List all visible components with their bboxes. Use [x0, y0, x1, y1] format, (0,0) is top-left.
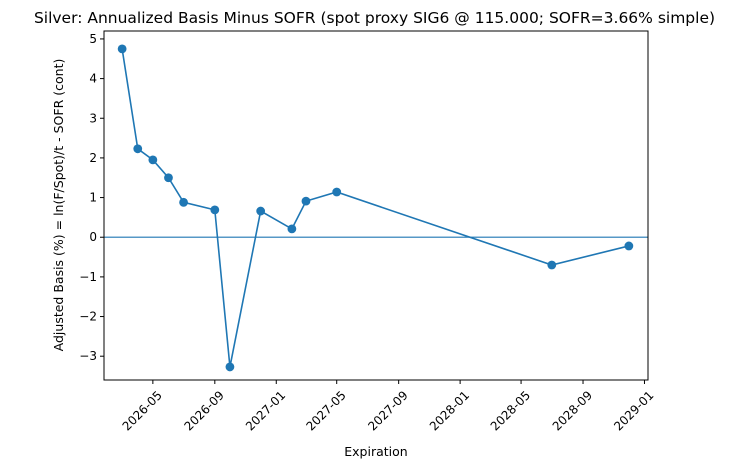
x-tick-label: 2028-09: [550, 388, 595, 433]
y-tick-label: −1: [79, 270, 97, 284]
y-axis-label: Adjusted Basis (%) = ln(F/Spot)/t - SOFR…: [51, 59, 66, 352]
x-axis: 2026-05 2026-09 2027-01 2027-05 2027-09 2028-…: [120, 380, 657, 434]
y-tick-label: 3: [89, 111, 97, 125]
series-group: [117, 44, 634, 372]
plot-area-frame: [103, 30, 649, 381]
x-tick-label: 2026-05: [120, 388, 165, 433]
y-tick-label: 4: [89, 72, 97, 86]
series-line: [121, 48, 630, 368]
y-tick-label: 2: [89, 151, 97, 165]
data-point-9: [287, 224, 297, 234]
x-tick-label: 2028-05: [488, 388, 533, 433]
x-axis-label: Expiration: [344, 444, 407, 459]
data-point-2: [133, 144, 143, 154]
y-tick-label: −3: [79, 349, 97, 363]
x-tick-label: 2028-01: [427, 388, 472, 433]
data-point-13: [624, 241, 634, 251]
x-tick-label: 2027-05: [303, 388, 348, 433]
x-tick-label: 2029-01: [611, 388, 656, 433]
data-point-11: [332, 187, 342, 197]
data-point-3: [148, 155, 158, 165]
y-tick-label: 1: [89, 191, 97, 205]
data-point-5: [179, 197, 188, 207]
x-tick-label: 2027-01: [243, 388, 288, 433]
x-tick-label: 2027-09: [365, 388, 410, 433]
data-point-7: [225, 362, 235, 372]
y-tick-label: −2: [79, 310, 97, 324]
data-point-12: [547, 260, 557, 270]
chart-title: Silver: Annualized Basis Minus SOFR (spo…: [34, 9, 715, 27]
data-point-8: [256, 206, 266, 216]
y-tick-label: 0: [89, 230, 97, 244]
data-point-4: [164, 173, 173, 183]
y-tick-label: 5: [89, 32, 97, 46]
data-point-1: [117, 44, 127, 54]
data-point-6: [210, 205, 220, 215]
y-axis: 5 4 3 2 1 0 −1 −2 −3: [79, 32, 104, 363]
x-tick-label: 2026-09: [182, 388, 227, 433]
data-point-10: [301, 196, 311, 206]
